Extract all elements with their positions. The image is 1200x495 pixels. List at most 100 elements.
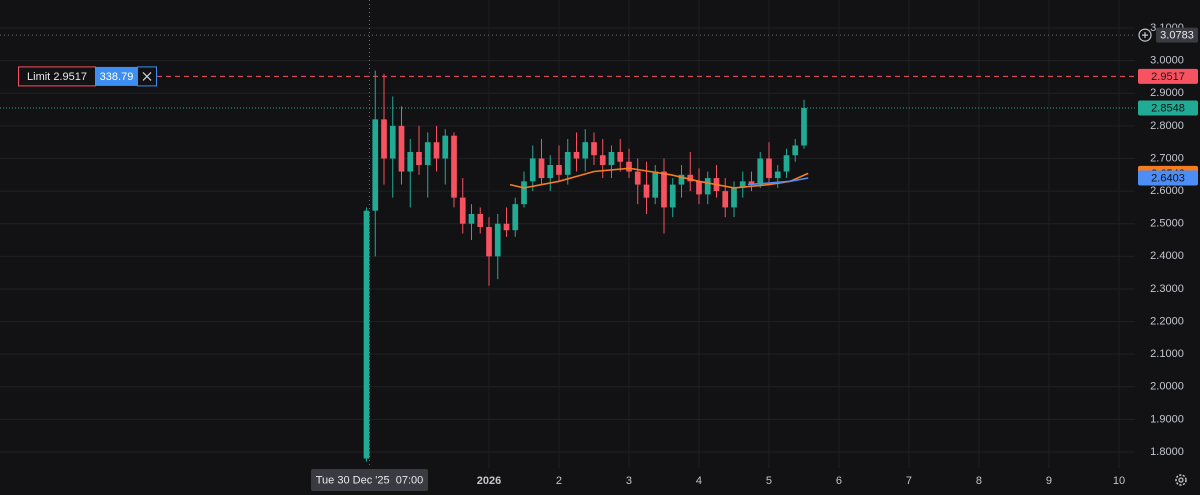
candle-body bbox=[494, 223, 501, 257]
limit-order-price: 2.9517 bbox=[53, 71, 87, 83]
x-tick-label: 6 bbox=[836, 475, 842, 487]
add-alert-button[interactable] bbox=[1138, 28, 1152, 42]
candle-body bbox=[407, 151, 414, 172]
x-tick-label: 2 bbox=[556, 475, 562, 487]
candle-body bbox=[643, 184, 650, 198]
candle-body bbox=[424, 142, 431, 166]
x-tick-label: 4 bbox=[696, 475, 702, 487]
y-tick-label: 1.8000 bbox=[1150, 446, 1184, 458]
indicator-line bbox=[509, 167, 809, 189]
candle-body bbox=[608, 151, 615, 166]
candle-body bbox=[538, 158, 545, 179]
candle-body bbox=[783, 155, 790, 172]
add-alert-icon bbox=[1142, 32, 1148, 39]
limit-price-label-text: 2.9517 bbox=[1151, 71, 1185, 83]
candle-body bbox=[451, 135, 457, 198]
candle-body bbox=[582, 142, 589, 159]
crosshair-date: Tue 30 Dec '25 bbox=[316, 474, 390, 486]
candle-body bbox=[529, 158, 536, 182]
y-tick-label: 2.4000 bbox=[1150, 250, 1184, 262]
last-price-label: 2.8548 bbox=[1138, 100, 1198, 116]
x-tick-label: 5 bbox=[766, 475, 772, 487]
indicator-line bbox=[747, 177, 809, 186]
limit-order-type: Limit bbox=[27, 71, 50, 83]
candle-body bbox=[486, 226, 492, 257]
x-tick-label: 2026 bbox=[477, 475, 501, 487]
crosshair-date-text: Tue 30 Dec '25 07:00 bbox=[316, 474, 424, 486]
y-tick-label: 3.0000 bbox=[1150, 55, 1184, 67]
crosshair-date-box bbox=[311, 469, 428, 491]
candle-body bbox=[792, 145, 799, 156]
candle-body bbox=[591, 142, 597, 156]
candle-body bbox=[512, 204, 519, 231]
candle-body bbox=[433, 142, 440, 159]
candle-body bbox=[766, 158, 772, 179]
limit-price-label-box bbox=[1138, 68, 1198, 84]
candle-body bbox=[652, 171, 659, 198]
indicator-price-label-text: 2.6403 bbox=[1151, 172, 1185, 184]
candle-body bbox=[696, 181, 702, 195]
candle-body bbox=[381, 119, 387, 159]
y-tick-label: 2.6000 bbox=[1150, 185, 1184, 197]
limit-order-qty: 338.79 bbox=[100, 71, 134, 83]
x-tick-label: 10 bbox=[1113, 475, 1125, 487]
y-tick-label: 1.9000 bbox=[1150, 413, 1184, 425]
crosshair-price-text: 3.0783 bbox=[1160, 30, 1194, 42]
candle-body bbox=[774, 171, 781, 179]
candle-body bbox=[722, 191, 729, 208]
y-tick-label: 2.8000 bbox=[1150, 120, 1184, 132]
y-tick-label: 2.0000 bbox=[1150, 381, 1184, 393]
candle-body bbox=[468, 213, 475, 224]
indicator-price-label-box bbox=[1138, 170, 1198, 186]
candle-body bbox=[757, 158, 764, 185]
candle-body bbox=[731, 187, 737, 208]
crosshair-time: 07:00 bbox=[396, 474, 424, 486]
candle-body bbox=[477, 213, 484, 227]
limit-order-text: Limit 2.9517 bbox=[27, 71, 87, 83]
x-tick-label: 7 bbox=[906, 475, 912, 487]
x-tick-label: 3 bbox=[626, 475, 632, 487]
limit-price-label: 2.9517 bbox=[1138, 68, 1198, 84]
y-tick-label: 2.9000 bbox=[1150, 87, 1184, 99]
y-tick-label: 2.3000 bbox=[1150, 283, 1184, 295]
candle-body bbox=[459, 197, 466, 224]
candle-body bbox=[363, 210, 370, 459]
settings-icon-center bbox=[1178, 477, 1184, 483]
y-tick-label: 2.1000 bbox=[1150, 348, 1184, 360]
candle-body bbox=[669, 184, 676, 208]
limit-order-widget[interactable]: Limit 2.9517 338.79 bbox=[18, 66, 157, 87]
candle-body bbox=[503, 223, 510, 231]
candle-body bbox=[416, 151, 422, 166]
candle-body bbox=[739, 181, 746, 188]
x-tick-label: 8 bbox=[976, 475, 982, 487]
candle-body bbox=[547, 165, 554, 179]
indicator-price-label: 2.6403 bbox=[1138, 170, 1198, 186]
x-tick-label: 9 bbox=[1046, 475, 1052, 487]
y-tick-label: 2.7000 bbox=[1150, 152, 1184, 164]
candle-body bbox=[678, 174, 685, 185]
candle-body bbox=[687, 174, 694, 182]
limit-order-qty-box bbox=[96, 66, 137, 86]
y-tick-label: 2.5000 bbox=[1150, 218, 1184, 230]
crosshair-price-box bbox=[1156, 27, 1198, 43]
candle-body bbox=[801, 108, 807, 146]
candle-body bbox=[556, 165, 562, 175]
candle-body bbox=[564, 151, 571, 175]
limit-order-close-icon bbox=[142, 71, 152, 81]
candle-body bbox=[372, 119, 379, 211]
candle-body bbox=[634, 171, 641, 185]
last-price-label-text: 2.8548 bbox=[1151, 102, 1185, 114]
candle-body bbox=[748, 181, 755, 185]
candle-body bbox=[617, 151, 624, 162]
candle-body bbox=[398, 125, 405, 172]
y-tick-label: 2.2000 bbox=[1150, 315, 1184, 327]
settings-button[interactable] bbox=[1175, 474, 1187, 486]
candle-body bbox=[599, 155, 606, 166]
limit-order-box bbox=[18, 66, 96, 87]
candle-body bbox=[661, 171, 667, 208]
candle-body bbox=[573, 151, 580, 159]
candle-body bbox=[389, 125, 396, 159]
candle-body bbox=[442, 135, 449, 159]
